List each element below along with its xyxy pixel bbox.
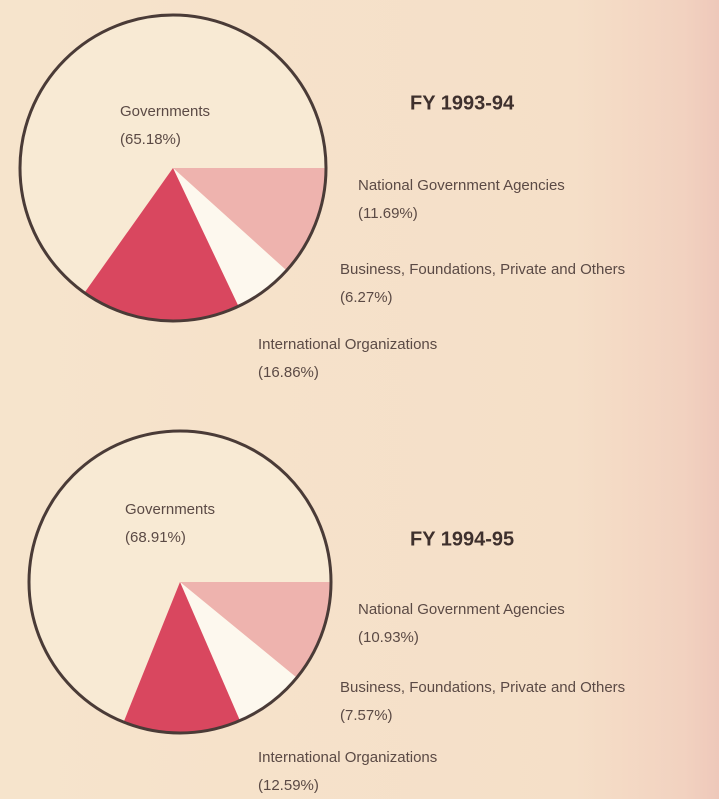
slice-value-label: (10.93%)	[358, 629, 419, 646]
chart-title: FY 1993-94	[410, 92, 515, 114]
pie-slice	[84, 168, 239, 321]
pie-outline	[18, 13, 328, 323]
pie-outline	[27, 429, 333, 735]
pie-slice	[29, 430, 332, 723]
slice-label: National Government Agencies	[358, 177, 565, 194]
pie-slice	[123, 582, 240, 733]
slice-value-label: (7.57%)	[340, 707, 393, 724]
pie-slice	[20, 14, 327, 293]
slice-label: Governments	[125, 501, 215, 518]
slice-value-label: (6.27%)	[340, 289, 393, 306]
slice-label: Governments	[120, 103, 210, 120]
pie-slice	[180, 582, 331, 678]
pie-slice	[173, 168, 326, 271]
pie-slice	[180, 582, 297, 721]
slice-label: Business, Foundations, Private and Other…	[340, 261, 625, 278]
slice-value-label: (16.86%)	[258, 364, 319, 381]
slice-label: International Organizations	[258, 336, 437, 353]
slice-value-label: (65.18%)	[120, 131, 181, 148]
slice-label: National Government Agencies	[358, 601, 565, 618]
slice-value-label: (12.59%)	[258, 777, 319, 794]
chart-title: FY 1994-95	[410, 528, 514, 550]
slice-label: International Organizations	[258, 749, 437, 766]
slice-value-label: (68.91%)	[125, 529, 186, 546]
slice-value-label: (11.69%)	[358, 205, 418, 222]
slice-label: Business, Foundations, Private and Other…	[340, 679, 625, 696]
pie-slice	[173, 168, 287, 307]
